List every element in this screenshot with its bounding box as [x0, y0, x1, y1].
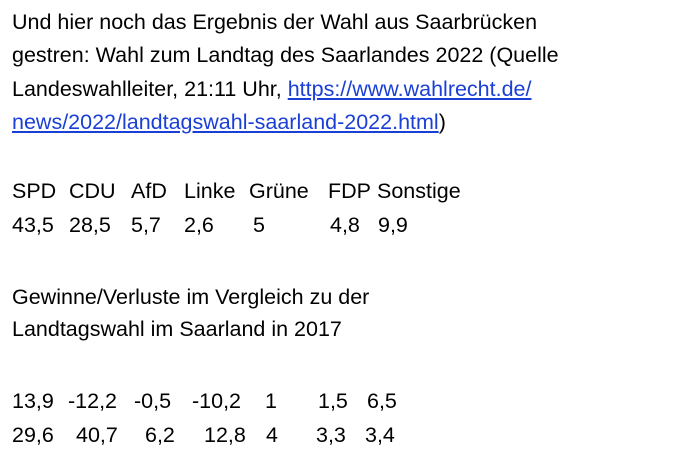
comparison-line-1: Gewinne/Verluste im Vergleich zu der	[12, 285, 370, 309]
party-label: Grüne	[249, 179, 309, 203]
source-link-part-2[interactable]: news/2022/landtagswahl-saarland-2022.htm…	[12, 110, 439, 134]
party-label: AfD	[131, 179, 167, 203]
intro-line-1: Und hier noch das Ergebnis der Wahl aus …	[12, 10, 538, 34]
change-value: -0,5	[134, 389, 172, 413]
intro-line-3: Landeswahlleiter, 21:11 Uhr, https://www…	[12, 76, 531, 102]
party-label: FDP	[328, 179, 371, 203]
change-value: 1,5	[318, 389, 348, 413]
result-value: 2,6	[184, 213, 214, 237]
change-value: 13,9	[12, 389, 54, 413]
previous-value: 12,8	[204, 423, 246, 447]
result-value: 43,5	[12, 213, 54, 237]
intro-line-2: gestren: Wahl zum Landtag des Saarlandes…	[12, 43, 559, 67]
intro-line-4: news/2022/landtagswahl-saarland-2022.htm…	[12, 109, 446, 135]
party-label: SPD	[12, 179, 57, 203]
party-label: Linke	[184, 179, 236, 203]
previous-value: 3,4	[365, 423, 395, 447]
previous-value: 3,3	[316, 423, 346, 447]
change-value: 1	[265, 389, 277, 413]
change-value: 6,5	[367, 389, 397, 413]
previous-value: 29,6	[12, 423, 54, 447]
change-value: -10,2	[192, 389, 242, 413]
source-text: Landeswahlleiter, 21:11 Uhr,	[12, 77, 288, 101]
result-value: 5	[253, 213, 265, 237]
party-label: Sonstige	[377, 179, 461, 203]
result-value: 5,7	[131, 213, 161, 237]
result-value: 28,5	[69, 213, 111, 237]
source-link-part-1[interactable]: https://www.wahlrecht.de/	[287, 77, 532, 101]
change-value: -12,2	[68, 389, 118, 413]
result-value: 9,9	[378, 213, 408, 237]
comparison-line-2: Landtagswahl im Saarland in 2017	[12, 317, 342, 341]
result-value: 4,8	[330, 213, 360, 237]
previous-value: 40,7	[76, 423, 118, 447]
closing-paren: )	[438, 110, 446, 134]
previous-value: 4	[266, 423, 278, 447]
party-label: CDU	[69, 179, 116, 203]
previous-value: 6,2	[145, 423, 175, 447]
